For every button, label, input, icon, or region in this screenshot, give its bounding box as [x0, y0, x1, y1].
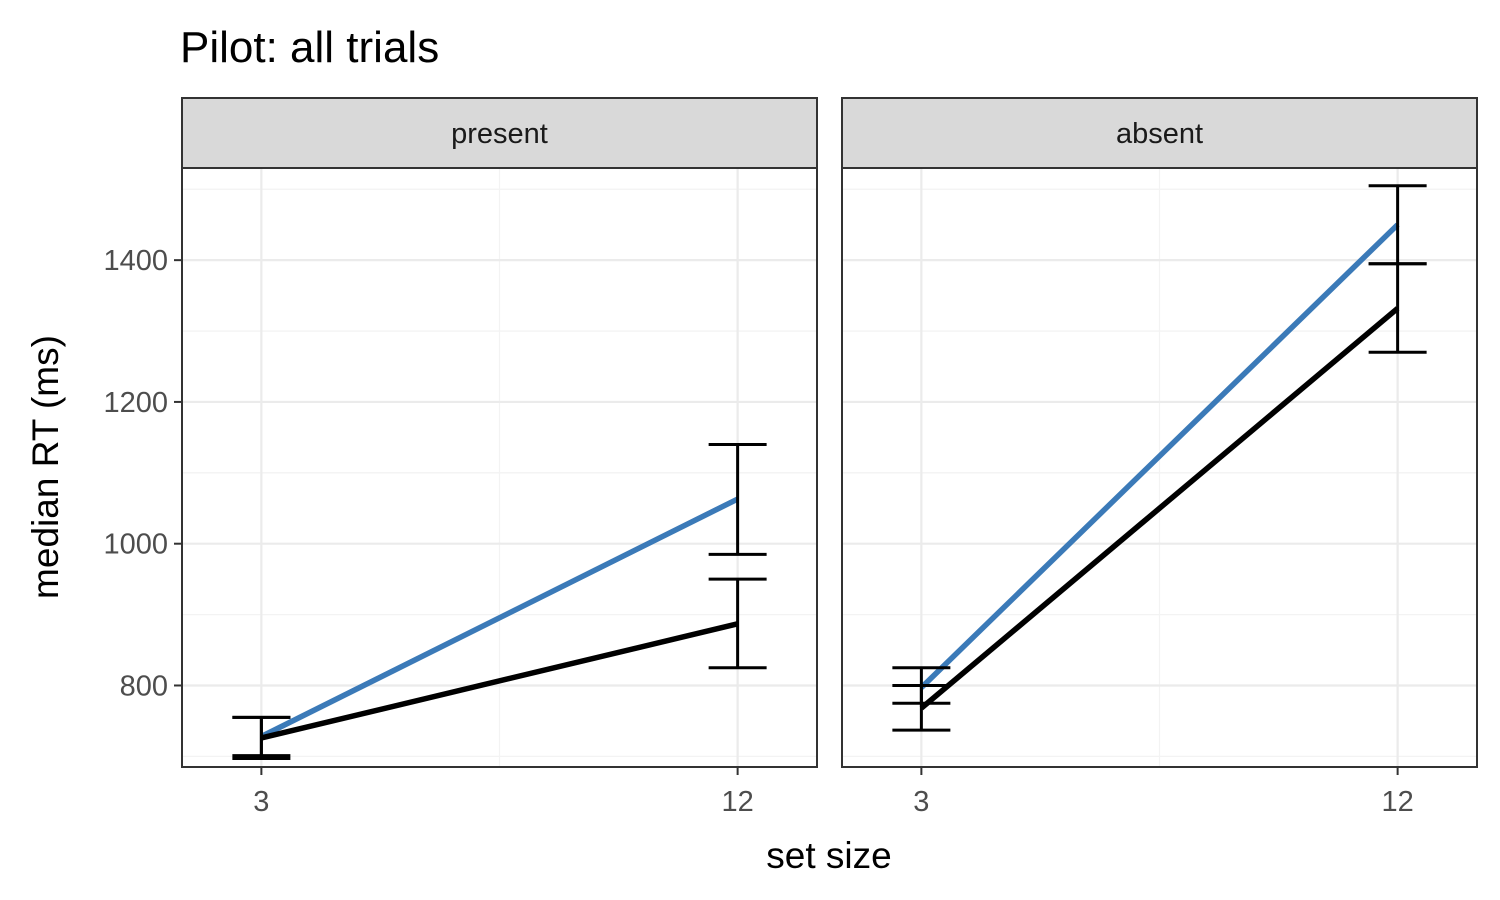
- error-bar: [1368, 262, 1427, 354]
- series-line-2: [260, 621, 739, 741]
- x-tick-label: 3: [913, 786, 929, 818]
- facet-strip-label: absent: [1116, 118, 1203, 150]
- x-axis-title: set size: [766, 835, 891, 876]
- error-bar: [708, 442, 767, 556]
- x-tick-label: 3: [253, 786, 269, 818]
- panel-absent: absent 3 12: [841, 97, 1478, 818]
- series-line-1: [919, 222, 1400, 690]
- x-tick-label: 12: [1381, 786, 1413, 818]
- panel-present: present 3 12 800 1000 1200 1400: [103, 97, 818, 818]
- y-tick-label: 1200: [103, 387, 168, 419]
- y-axis-title: median RT (ms): [25, 335, 66, 599]
- facet-panels: present 3 12 800 1000 1200 1400 absent 3 12: [103, 97, 1478, 818]
- y-tick-label: 1400: [103, 245, 168, 277]
- x-tick-label: 12: [721, 786, 753, 818]
- series-line-2: [919, 306, 1400, 711]
- facet-strip: [181, 97, 818, 169]
- series-line-1: [260, 496, 739, 739]
- error-bar: [708, 577, 767, 670]
- facet-strip: [841, 97, 1478, 169]
- chart-title: Pilot: all trials: [180, 23, 439, 72]
- y-tick-label: 800: [120, 670, 168, 702]
- y-tick-label: 1000: [103, 529, 168, 561]
- error-bar: [892, 683, 951, 732]
- error-bar: [232, 715, 291, 760]
- facet-strip-label: present: [451, 118, 548, 150]
